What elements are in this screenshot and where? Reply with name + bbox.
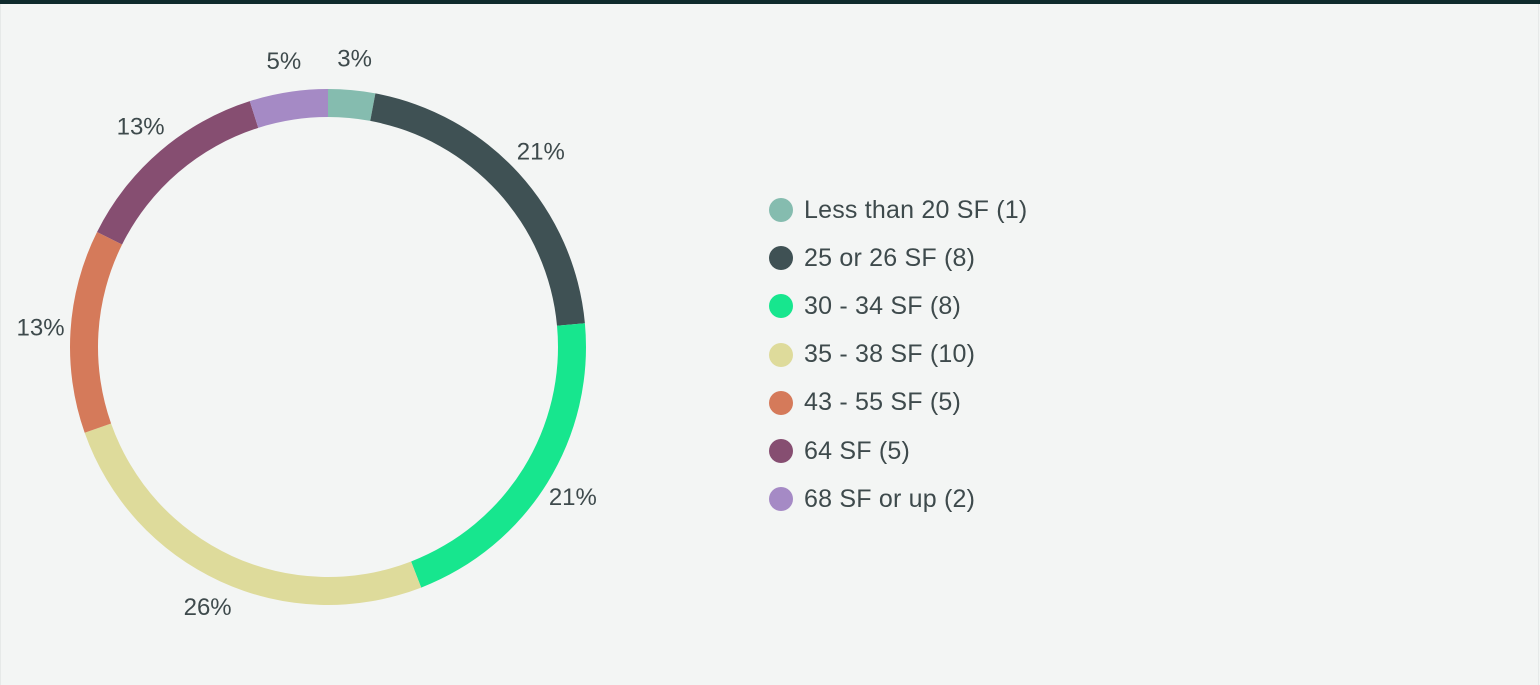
donut-slice-6 bbox=[97, 101, 259, 245]
slice-percent-label: 13% bbox=[117, 114, 165, 141]
legend-swatch-icon bbox=[769, 246, 793, 271]
donut-slice-2 bbox=[370, 93, 585, 326]
slice-percent-label: 21% bbox=[517, 138, 565, 165]
slice-percent-label: 21% bbox=[549, 484, 597, 511]
legend-item: 43 - 55 SF (5) bbox=[769, 379, 1027, 427]
top-accent-bar bbox=[0, 0, 1540, 4]
chart-panel bbox=[0, 4, 1539, 685]
donut-chart: 3% 21% 21% 26% 13% 13% 5% bbox=[17, 46, 597, 621]
chart-legend: Less than 20 SF (1) 25 or 26 SF (8) 30 - 3… bbox=[769, 186, 1027, 523]
legend-swatch-icon bbox=[769, 294, 793, 319]
legend-swatch-icon bbox=[769, 439, 793, 464]
slice-percent-label: 13% bbox=[17, 315, 65, 342]
legend-label: 43 - 55 SF (5) bbox=[804, 388, 962, 417]
legend-swatch-icon bbox=[769, 390, 793, 415]
legend-label: 35 - 38 SF (10) bbox=[804, 340, 976, 369]
legend-label: 68 SF or up (2) bbox=[804, 484, 976, 513]
donut-slice-5 bbox=[70, 231, 123, 433]
legend-label: Less than 20 SF (1) bbox=[804, 195, 1028, 224]
donut-slice-3 bbox=[411, 323, 586, 588]
legend-label: 64 SF (5) bbox=[804, 436, 910, 465]
legend-swatch-icon bbox=[769, 487, 793, 512]
slice-percent-label: 3% bbox=[337, 46, 372, 73]
legend-swatch-icon bbox=[769, 198, 793, 223]
slice-percent-label: 26% bbox=[184, 594, 232, 621]
donut-slices bbox=[70, 89, 586, 605]
donut-slice-1 bbox=[328, 89, 376, 121]
legend-item: 68 SF or up (2) bbox=[769, 475, 1027, 523]
legend-item: Less than 20 SF (1) bbox=[769, 186, 1027, 234]
donut-percent-labels: 3% 21% 21% 26% 13% 13% 5% bbox=[17, 46, 597, 621]
legend-item: 64 SF (5) bbox=[769, 427, 1027, 475]
legend-item: 25 or 26 SF (8) bbox=[769, 234, 1027, 282]
legend-item: 35 - 38 SF (10) bbox=[769, 331, 1027, 379]
donut-slice-7 bbox=[249, 89, 328, 128]
legend-label: 25 or 26 SF (8) bbox=[804, 243, 976, 272]
legend-item: 30 - 34 SF (8) bbox=[769, 282, 1027, 330]
donut-slice-4 bbox=[84, 423, 422, 605]
slice-percent-label: 5% bbox=[266, 48, 301, 75]
legend-label: 30 - 34 SF (8) bbox=[804, 291, 962, 320]
legend-swatch-icon bbox=[769, 342, 793, 367]
